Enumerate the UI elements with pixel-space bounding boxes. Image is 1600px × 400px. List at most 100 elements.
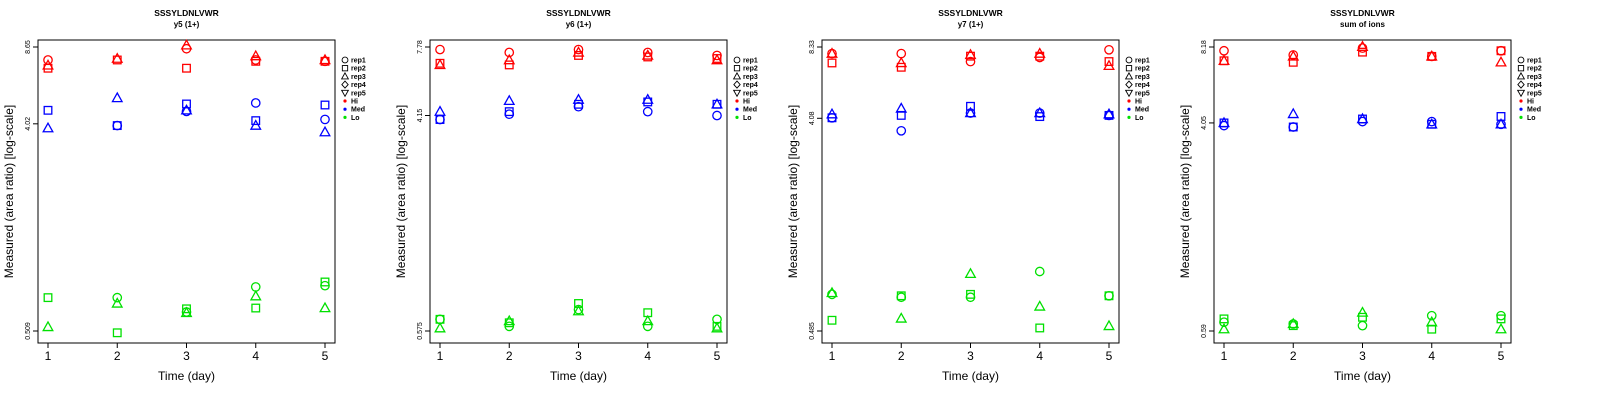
legend-label: Lo: [351, 115, 360, 122]
data-point-hi-rep3: [1033, 47, 1046, 58]
data-point-med-rep3: [964, 106, 977, 118]
data-point-hi-rep3: [249, 49, 262, 61]
legend-label: rep4: [351, 82, 366, 89]
x-tick-label: 4: [1428, 349, 1435, 363]
data-point-lo-rep2: [320, 277, 330, 287]
data-point-med-rep1: [642, 106, 653, 117]
data-point-med-rep3: [319, 125, 331, 137]
chart-title: SSSYLDNLVWR: [1330, 8, 1395, 18]
data-point-lo-rep2: [43, 293, 53, 303]
data-point-hi-rep1: [435, 44, 445, 55]
data-point-lo-rep3: [1218, 322, 1230, 334]
legend-symbol-rep4: [341, 80, 349, 89]
plot-frame: [1213, 39, 1512, 344]
data-point-lo-rep2: [1104, 291, 1114, 301]
chart-subtitle: y6 (1+): [566, 20, 592, 29]
x-tick-label: 5: [322, 349, 329, 363]
legend-label: rep2: [351, 66, 366, 73]
data-point-lo-rep3: [42, 320, 54, 332]
legend-symbol-rep1: [733, 56, 741, 64]
legend-symbol-rep3: [340, 71, 350, 80]
data-point-lo-rep3: [1495, 322, 1507, 334]
legend-label: Hi: [1527, 99, 1534, 106]
data-point-med-rep1: [504, 109, 515, 120]
data-point-med-rep2: [504, 107, 514, 117]
y-axis-label: Measured (area ratio) [log-scale]: [394, 105, 408, 278]
y-tick-label: 0.485: [809, 322, 816, 340]
legend-symbol-rep4: [1517, 80, 1525, 89]
legend-label: rep4: [743, 82, 758, 89]
x-tick-label: 2: [506, 349, 513, 363]
x-tick-label: 2: [114, 349, 121, 363]
legend-label: Lo: [1527, 115, 1536, 122]
x-tick-label: 1: [437, 349, 444, 363]
data-point-lo-rep2: [966, 289, 975, 299]
x-tick-label: 3: [575, 349, 582, 363]
data-point-hi-rep2: [504, 60, 514, 70]
data-point-hi-rep3: [1103, 59, 1115, 71]
data-point-hi-rep3: [503, 53, 516, 65]
data-point-med-rep3: [895, 102, 908, 113]
data-point-hi-rep1: [504, 47, 515, 58]
legend-label: rep2: [743, 66, 758, 73]
data-point-hi-rep3: [42, 59, 54, 70]
data-point-lo-rep3: [895, 312, 908, 323]
x-tick-label: 4: [1036, 349, 1043, 363]
data-point-lo-rep3: [826, 286, 838, 298]
data-point-med-rep2: [966, 101, 975, 111]
legend-label: Med: [351, 107, 365, 114]
data-point-lo-rep2: [1358, 312, 1367, 322]
legend-dot-lo: [343, 115, 347, 119]
data-point-hi-rep1: [1219, 45, 1229, 56]
legend-symbol-rep5: [1124, 89, 1134, 98]
legend-symbol-rep5: [340, 89, 350, 98]
data-point-hi-rep3: [319, 53, 331, 65]
y-tick-label: 4.15: [417, 109, 424, 123]
data-point-med-rep3: [711, 97, 723, 109]
y-tick-label: 8.18: [1201, 40, 1208, 54]
data-point-lo-rep1: [1034, 266, 1045, 277]
data-point-hi-rep1: [965, 56, 976, 67]
legend-label: Hi: [351, 99, 358, 106]
data-point-lo-rep3: [1356, 306, 1369, 317]
data-point-hi-rep1: [642, 47, 653, 58]
data-point-med-rep2: [182, 99, 191, 109]
chart-subtitle: y7 (1+): [958, 20, 984, 29]
data-points: [826, 44, 1115, 333]
data-point-med-rep2: [320, 100, 330, 110]
x-tick-label: 4: [644, 349, 651, 363]
data-point-hi-rep2: [1358, 47, 1367, 57]
data-point-med-rep3: [42, 121, 54, 133]
legend-dot-lo: [1127, 115, 1131, 119]
data-point-lo-rep1: [1104, 290, 1114, 301]
x-tick-label: 1: [45, 349, 52, 363]
data-point-med-rep3: [503, 94, 516, 106]
legend-symbol-rep2: [341, 65, 349, 72]
data-point-med-rep1: [896, 125, 907, 136]
legend-label: rep5: [1527, 90, 1542, 97]
legend-label: rep5: [1135, 90, 1150, 97]
data-point-med-rep1: [112, 120, 123, 131]
y-tick-label: 4.02: [25, 117, 32, 131]
data-point-med-rep3: [641, 93, 654, 104]
data-point-hi-rep2: [182, 63, 191, 73]
chart-panel-4: SSSYLDNLVWR sum of ions 1 2 3 4 5 Time (day) 0.5…: [1178, 8, 1542, 383]
data-point-med-rep3: [249, 119, 262, 130]
y-axis-label: Measured (area ratio) [log-scale]: [1178, 105, 1192, 278]
data-point-hi-rep3: [641, 49, 654, 60]
legend-symbol-rep5: [732, 89, 742, 98]
legend-label: rep4: [1135, 82, 1150, 89]
legend-dot-med: [1519, 107, 1523, 111]
legend-label: Lo: [743, 115, 752, 122]
data-point-lo-rep3: [572, 304, 585, 316]
plot-frame: [37, 39, 336, 344]
y-tick-label: 8.33: [809, 40, 816, 54]
data-point-lo-rep2: [827, 315, 837, 325]
data-point-lo-rep2: [182, 304, 191, 314]
legend-symbol-rep3: [1516, 71, 1526, 80]
y-tick-label: 8.65: [25, 40, 32, 54]
legend-symbol-rep1: [1125, 56, 1133, 64]
legend-label: Med: [743, 107, 757, 114]
